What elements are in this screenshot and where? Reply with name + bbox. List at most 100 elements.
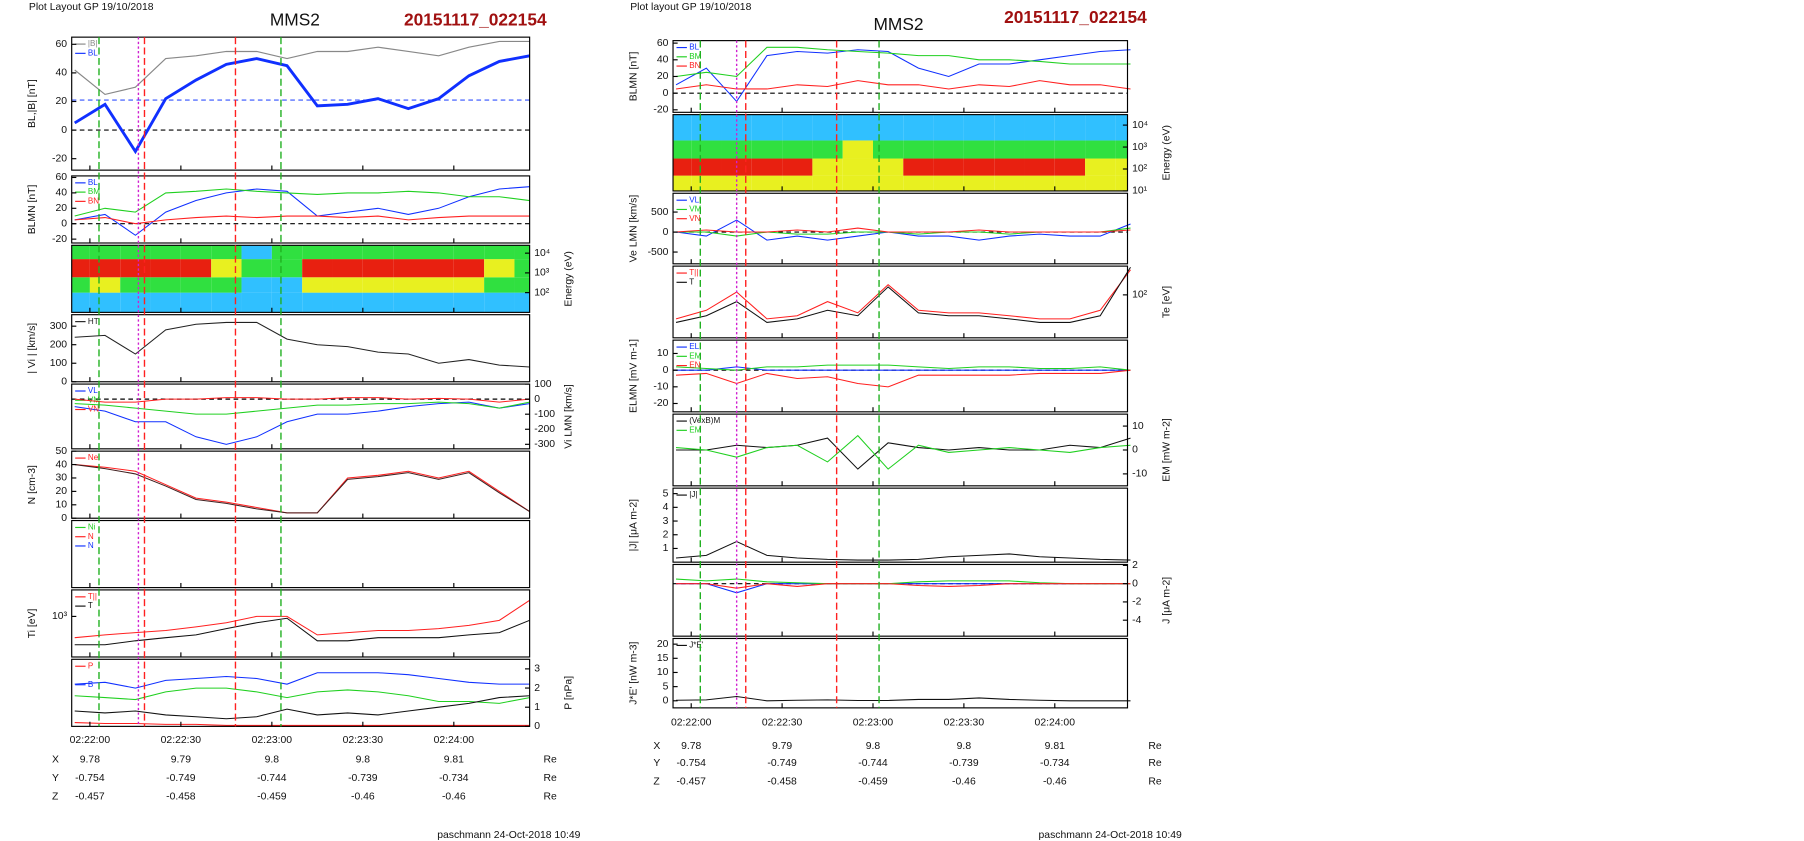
spectrogram-cell — [872, 175, 904, 191]
ephemeris-label: X — [52, 755, 59, 766]
spectrogram-cell — [1024, 114, 1055, 141]
spectrogram-cell — [751, 175, 783, 191]
ephemeris-value: -0.749 — [166, 773, 196, 784]
panel-frame — [71, 314, 531, 383]
series-line — [675, 266, 1131, 323]
y-tick-label: 0 — [534, 394, 540, 405]
y-tick-label: -20 — [653, 398, 668, 409]
y-tick-label: 10 — [657, 348, 669, 359]
y-tick-label: 0 — [61, 377, 67, 388]
spectrogram-cell — [994, 175, 1025, 191]
spectrogram-cell — [514, 292, 530, 313]
legend-label: T|| — [689, 268, 698, 277]
y-tick-label: 4 — [663, 502, 669, 513]
ephemeris-value: -0.46 — [1043, 777, 1067, 788]
ephemeris-value: 9.8 — [356, 755, 371, 766]
y-tick-label: 40 — [56, 459, 68, 470]
spectrogram-cell — [812, 175, 843, 191]
y-tick-label: 60 — [56, 172, 68, 183]
ephemeris-value: -0.734 — [439, 773, 469, 784]
legend-label: B — [88, 680, 93, 689]
x-tick-label: 02:23:30 — [343, 735, 384, 746]
legend-label: N — [88, 532, 94, 541]
spectrogram-cell — [903, 114, 934, 141]
series-line — [675, 219, 1131, 241]
ephemeris-value: 9.78 — [80, 755, 100, 766]
spectrogram-cell — [71, 292, 90, 313]
spectrogram-cell — [393, 245, 424, 260]
spectrogram-cell — [271, 245, 303, 260]
spectrogram-cell — [484, 277, 515, 293]
y-tick-label: 1 — [663, 543, 669, 554]
y-tick-label: 0 — [1132, 578, 1138, 589]
ephemeris-value: -0.754 — [676, 758, 706, 769]
spectrogram-cell — [71, 245, 90, 260]
y-tick-label: 50 — [56, 446, 68, 457]
ephemeris-unit: Re — [1148, 741, 1162, 752]
spectrogram-cell — [453, 277, 485, 293]
legend-label: T — [88, 601, 93, 610]
series-line — [74, 215, 530, 225]
panel-frame — [672, 637, 1129, 709]
y-axis-label: P [nPa] — [564, 676, 575, 710]
y-tick-label: 300 — [50, 321, 68, 332]
y-axis-label: Energy (eV) — [564, 251, 575, 306]
spectrogram-cell — [721, 175, 752, 191]
y-tick-label: 10² — [1132, 290, 1148, 301]
series-line — [675, 541, 1131, 561]
chart-title: MMS2 — [270, 10, 320, 30]
footer: paschmann 24-Oct-2018 10:49 — [1039, 830, 1182, 841]
spectrogram-cell — [1054, 140, 1086, 159]
y-tick-label: 5 — [663, 488, 669, 499]
ephemeris-value: 9.79 — [772, 741, 792, 752]
x-tick-label: 02:23:00 — [853, 718, 894, 729]
spectrogram-cell — [812, 158, 843, 176]
y-tick-label: 60 — [657, 38, 669, 49]
spectrogram-cell — [673, 158, 692, 176]
y-tick-label: 1 — [534, 702, 540, 713]
series-line — [676, 369, 1131, 388]
y-tick-label: 3 — [663, 516, 669, 527]
x-tick-label: 02:23:00 — [252, 735, 293, 746]
y-tick-label: -200 — [534, 424, 555, 435]
panel-frame — [71, 519, 531, 589]
spectrogram-cell — [514, 259, 530, 278]
spectrogram-cell — [842, 175, 873, 191]
spectrogram-cell — [180, 245, 212, 260]
panel-frame — [71, 383, 531, 450]
y-tick-label: 60 — [56, 39, 68, 50]
series-line — [675, 269, 1131, 320]
x-tick-label: 02:23:30 — [944, 718, 985, 729]
legend-label: T|| — [88, 592, 97, 601]
spectrogram-cell — [691, 140, 722, 159]
chart-title: MMS2 — [873, 14, 923, 34]
legend-label: VM — [689, 205, 701, 214]
spectrogram-cell — [782, 158, 813, 176]
ephemeris-value: 9.8 — [866, 741, 881, 752]
spectrogram-cell — [393, 277, 424, 293]
legend-label: BN — [88, 197, 99, 206]
ephemeris-label: Z — [653, 777, 660, 788]
ephemeris-unit: Re — [544, 792, 558, 803]
y-tick-label: -100 — [534, 409, 555, 420]
spectrogram-cell — [872, 114, 904, 141]
spectrogram-cell — [1115, 158, 1128, 176]
ephemeris-value: -0.458 — [767, 777, 797, 788]
legend-label: VM — [88, 395, 100, 404]
spectrogram-cell — [691, 158, 722, 176]
series-line — [74, 186, 530, 236]
y-tick-label: 100 — [534, 379, 552, 390]
spectrogram-cell — [393, 292, 424, 313]
spectrogram-cell — [211, 259, 242, 278]
spectrogram-cell — [332, 245, 363, 260]
y-axis-label: Ve LMN [km/s] — [628, 195, 639, 263]
spectrogram-cell — [241, 292, 272, 313]
legend-label: HT — [88, 317, 99, 326]
y-tick-label: -2 — [1132, 597, 1141, 608]
spectrogram-cell — [1085, 158, 1116, 176]
spectrogram-cell — [302, 245, 333, 260]
y-tick-label: 10 — [1132, 421, 1144, 432]
spectrogram-cell — [120, 259, 151, 278]
spectrogram-cell — [1115, 140, 1128, 159]
ephemeris-label: X — [653, 741, 660, 752]
